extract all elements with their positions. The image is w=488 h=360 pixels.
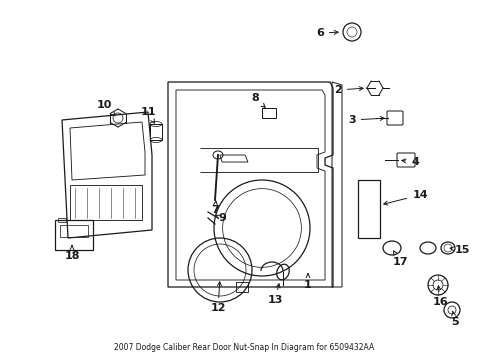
- Text: 7: 7: [211, 201, 219, 215]
- Bar: [262, 108, 275, 118]
- Text: 16: 16: [431, 286, 447, 307]
- Text: 10: 10: [96, 100, 115, 115]
- Text: 17: 17: [391, 251, 407, 267]
- Text: 11: 11: [140, 107, 156, 123]
- Text: 1: 1: [304, 274, 311, 290]
- Bar: [150, 124, 162, 140]
- Text: 2007 Dodge Caliber Rear Door Nut-Snap In Diagram for 6509432AA: 2007 Dodge Caliber Rear Door Nut-Snap In…: [114, 343, 373, 352]
- Bar: [55, 220, 93, 250]
- Text: 9: 9: [215, 213, 225, 223]
- Text: 12: 12: [210, 282, 225, 313]
- Text: 14: 14: [383, 190, 427, 205]
- Text: 2: 2: [333, 85, 363, 95]
- Text: 5: 5: [450, 311, 458, 327]
- Text: 13: 13: [267, 284, 282, 305]
- Text: 8: 8: [251, 93, 264, 107]
- Bar: [357, 180, 379, 238]
- Bar: [58, 218, 66, 222]
- Text: 3: 3: [347, 115, 384, 125]
- Bar: [70, 185, 142, 220]
- Bar: [60, 225, 88, 237]
- Text: 6: 6: [315, 28, 337, 38]
- Text: 4: 4: [401, 157, 418, 167]
- Text: 15: 15: [449, 245, 469, 255]
- Text: 18: 18: [64, 246, 80, 261]
